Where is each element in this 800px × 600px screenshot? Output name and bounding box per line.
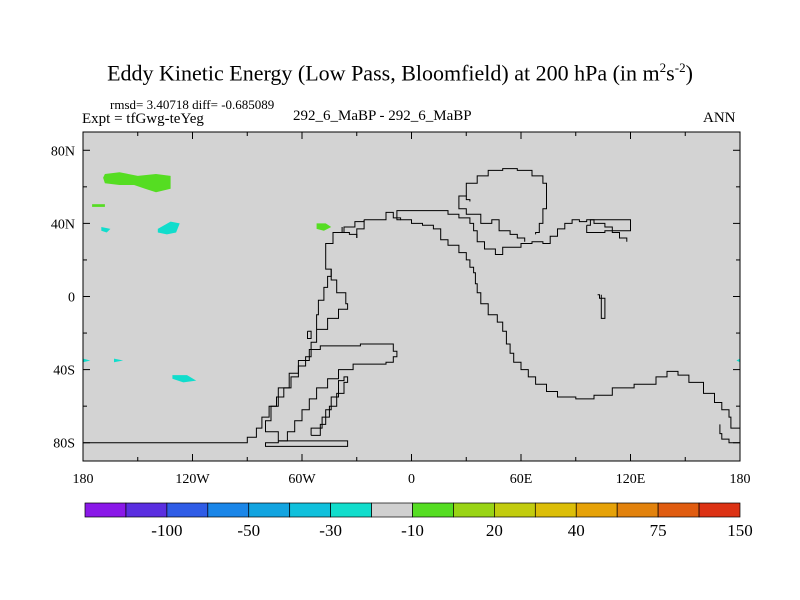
coastline-isthmus-west-spur — [316, 269, 332, 330]
colorbar-label: 75 — [650, 521, 667, 540]
coastline-atlantic-inner-loop-south — [356, 219, 365, 238]
colorbar-swatch — [616, 502, 659, 518]
coastline-small-east-sliver — [597, 294, 606, 319]
coastline-south-america-loop — [265, 343, 398, 442]
colorbar-label: -100 — [151, 521, 182, 540]
coastline-cape-tail — [265, 440, 349, 447]
comparison-label: 292_6_MaBP - 292_6_MaBP — [293, 108, 472, 124]
contour-cyan-dot-nwpacific — [101, 227, 111, 233]
colorbar-swatch — [371, 502, 413, 518]
colorbar-label: 40 — [568, 521, 585, 540]
contour-cyan-edge-east — [736, 358, 740, 363]
axis-ticks: 180 120W 60W 0 60E 120E 180 80N 40N 0 40S 80S — [51, 132, 751, 487]
period-label: ANN — [703, 110, 736, 126]
colorbar-swatch — [166, 502, 209, 518]
x-tick-label: 180 — [73, 472, 94, 487]
y-tick-label: 40N — [51, 217, 75, 232]
coastline-north-right-arm — [484, 219, 526, 242]
coastline-west-wedge — [307, 330, 312, 339]
x-tick-label: 180 — [730, 472, 751, 487]
x-tick-label: 0 — [408, 472, 415, 487]
colorbar-swatch — [494, 502, 536, 518]
colorbar-swatch — [698, 502, 741, 518]
coastline-east-rect-island — [586, 219, 631, 233]
experiment-label: Expt = tfGwg-teYeg — [82, 111, 204, 127]
colorbar-swatch — [84, 502, 127, 518]
colorbar-label: -10 — [401, 521, 424, 540]
contour-cyan-patch-spacific — [172, 375, 197, 383]
coastline-eurasia-boundary — [364, 211, 741, 440]
x-tick-label: 60E — [510, 472, 533, 487]
stats-label: rmsd= 3.40718 diff= -0.685089 — [110, 97, 275, 112]
contour-green-patch-natlantic — [316, 223, 332, 231]
contour-green-patch-npacific — [103, 172, 171, 193]
colorbar-swatch — [289, 502, 331, 518]
contour-fill-layer — [83, 172, 740, 383]
colorbar-swatch — [534, 502, 577, 518]
contour-cyan-dot-spacific — [114, 358, 124, 363]
colorbar-swatch — [248, 502, 291, 518]
x-tick-label: 60W — [288, 472, 316, 487]
colorbar-label: 20 — [486, 521, 503, 540]
coastline-arctic-dome — [458, 168, 547, 235]
colorbar-swatch — [453, 502, 495, 518]
colorbar-label: -30 — [319, 521, 342, 540]
y-tick-label: 40S — [53, 364, 75, 379]
y-tick-label: 80N — [51, 144, 75, 159]
colorbar-label: -50 — [237, 521, 260, 540]
colorbar-label: 150 — [727, 521, 753, 540]
colorbar-swatch — [125, 502, 168, 518]
y-tick-label: 80S — [53, 437, 75, 452]
colorbar: -100 -50 -30 -10 20 40 75 150 — [84, 502, 753, 540]
colorbar-swatch — [412, 502, 454, 518]
coastline-asia-north-inner — [396, 210, 628, 255]
coastline-arctic-dome-inner — [458, 195, 471, 202]
coastline-layer — [83, 168, 741, 447]
contour-green-dot-npacific — [92, 204, 105, 207]
chart-title: Eddy Kinetic Energy (Low Pass, Bloomfiel… — [107, 60, 693, 86]
colorbar-swatch — [575, 502, 618, 518]
contour-cyan-edge-west — [83, 358, 91, 363]
colorbar-swatch — [330, 502, 372, 518]
x-tick-label: 120W — [175, 472, 210, 487]
colorbar-swatch — [207, 502, 250, 518]
coastline-antarctic-east-tail — [719, 424, 740, 444]
contour-cyan-patch-nepacific — [157, 221, 180, 235]
map-background — [83, 132, 740, 461]
colorbar-swatch — [657, 502, 700, 518]
x-tick-label: 120E — [616, 472, 646, 487]
coastline-andes-finger — [310, 376, 349, 436]
y-tick-label: 0 — [68, 291, 75, 306]
